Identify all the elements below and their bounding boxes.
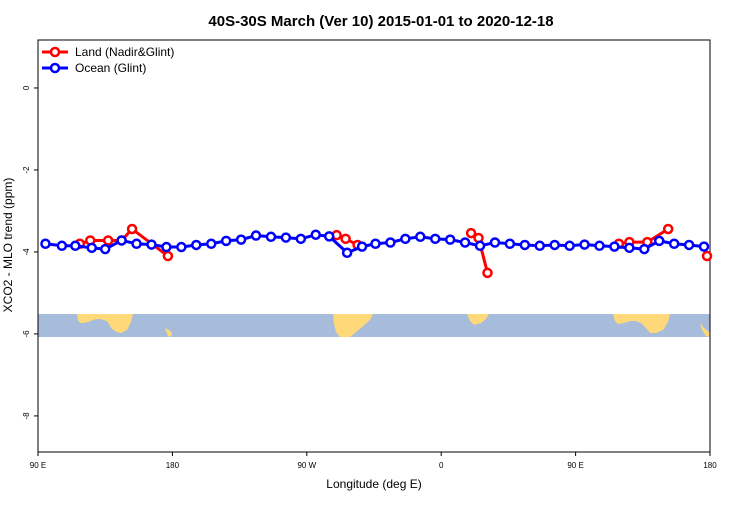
y-tick-label: -2 — [22, 166, 31, 174]
legend-marker-land — [49, 46, 61, 58]
x-tick-label: 180 — [703, 461, 717, 470]
data-point — [86, 242, 98, 254]
data-point — [235, 234, 247, 245]
x-axis: 90 E 180 90 W 0 90 E 180 — [30, 452, 717, 470]
data-point — [385, 237, 396, 248]
data-point — [99, 243, 111, 255]
ocean-band — [38, 314, 710, 337]
data-point — [340, 233, 351, 245]
y-axis: 0 -2 -4 -6 -8 — [22, 85, 38, 419]
land-shapes — [77, 314, 710, 337]
data-point — [341, 247, 353, 259]
land-new-zealand — [162, 323, 172, 337]
data-point — [662, 223, 674, 235]
data-point — [265, 231, 277, 243]
plot-frame — [37, 39, 711, 453]
data-point — [161, 241, 172, 253]
data-point — [668, 238, 680, 249]
map-band — [38, 314, 710, 337]
data-point — [126, 223, 138, 235]
series-group — [40, 223, 713, 279]
x-axis-label: Longitude (deg E) — [326, 477, 421, 491]
data-point — [310, 229, 322, 240]
x-tick-label: 0 — [439, 461, 444, 470]
land-new-zealand-2 — [700, 323, 710, 337]
data-point — [698, 241, 710, 252]
land-australia-2 — [613, 314, 670, 333]
y-tick-label: 0 — [22, 85, 31, 90]
data-point — [40, 238, 51, 249]
data-point — [549, 239, 560, 251]
data-point — [653, 235, 665, 247]
y-tick-label: -4 — [22, 248, 31, 256]
data-point — [370, 238, 381, 249]
data-point — [482, 267, 493, 279]
data-point — [429, 233, 441, 245]
data-point — [131, 238, 142, 249]
legend-label-ocean: Ocean (Glint) — [75, 61, 146, 75]
data-point — [280, 232, 292, 243]
data-point — [146, 239, 157, 250]
data-point — [56, 240, 68, 252]
data-point — [504, 238, 516, 249]
series-ocean — [40, 229, 710, 259]
data-point — [205, 238, 217, 249]
data-point — [594, 240, 605, 252]
land-africa — [467, 314, 489, 325]
data-point — [250, 230, 262, 241]
data-point — [609, 241, 620, 252]
data-point — [459, 237, 471, 248]
data-point — [474, 240, 486, 252]
legend-label-land: Land (Nadir&Glint) — [75, 45, 174, 59]
data-point — [162, 250, 174, 262]
data-point — [295, 233, 307, 245]
legend: Land (Nadir&Glint) Ocean (Glint) — [42, 45, 174, 75]
data-point — [444, 234, 456, 245]
data-point — [323, 231, 335, 242]
data-point — [683, 239, 695, 251]
chart-title: 40S-30S March (Ver 10) 2015-01-01 to 202… — [208, 13, 553, 30]
data-point — [519, 239, 531, 251]
data-point — [400, 233, 411, 245]
data-point — [191, 239, 202, 251]
series-line — [618, 227, 669, 246]
x-tick-label: 90 E — [567, 461, 583, 470]
data-point — [102, 235, 114, 246]
y-axis-label: XCO2 - MLO trend (ppm) — [1, 178, 15, 313]
data-point — [415, 231, 426, 243]
land-australia — [77, 314, 133, 333]
y-tick-label: -8 — [22, 412, 31, 420]
data-point — [701, 250, 713, 262]
data-point — [176, 241, 187, 253]
legend-marker-ocean — [49, 62, 61, 74]
y-tick-label: -6 — [22, 330, 31, 338]
data-point — [489, 237, 501, 248]
data-point — [579, 239, 590, 250]
data-point — [356, 241, 368, 252]
data-point — [564, 240, 575, 252]
data-point — [465, 227, 477, 239]
data-point — [116, 235, 127, 246]
x-tick-label: 90 W — [297, 461, 316, 470]
data-point — [534, 240, 546, 252]
x-tick-label: 90 E — [30, 461, 46, 470]
data-point — [624, 242, 635, 254]
land-south-america — [333, 314, 373, 337]
data-point — [220, 235, 232, 247]
x-tick-label: 180 — [166, 461, 180, 470]
data-point — [639, 243, 650, 255]
data-point — [70, 240, 81, 252]
